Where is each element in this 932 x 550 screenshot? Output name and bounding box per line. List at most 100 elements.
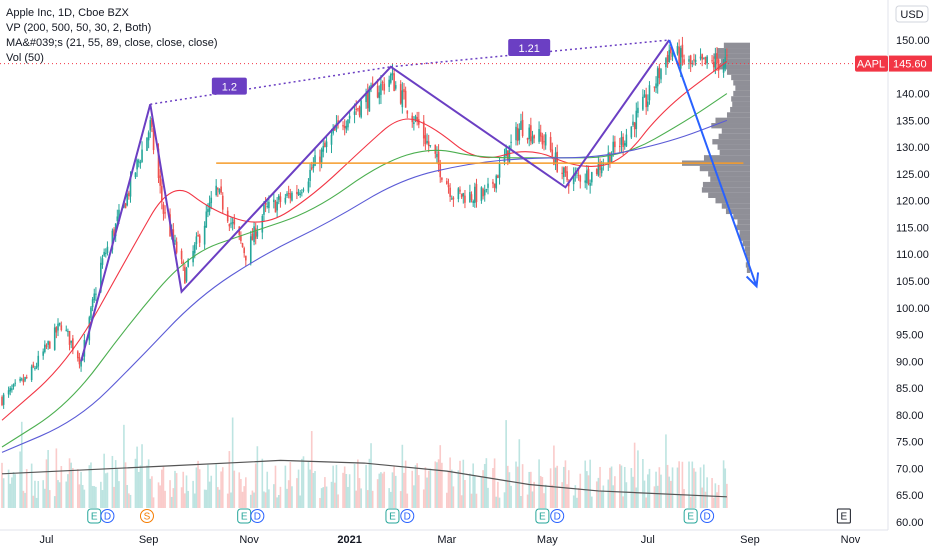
volume-bar <box>118 481 120 508</box>
candle-body <box>586 170 588 184</box>
candle-body <box>302 189 305 191</box>
earnings-marker-icon <box>683 508 698 524</box>
volume-bar <box>215 464 217 508</box>
volume-bar <box>353 463 356 508</box>
volume-profile-row <box>699 165 750 172</box>
candle-body <box>464 195 466 203</box>
candle-body <box>630 126 633 138</box>
candle-body <box>47 341 49 345</box>
candle-body <box>483 190 486 196</box>
volume-profile-row <box>739 230 750 236</box>
event-marker-letter: D <box>554 512 561 523</box>
volume-bar <box>584 460 587 508</box>
volume-bar <box>457 470 460 508</box>
volume-profile-row <box>725 208 750 215</box>
candle-body <box>666 54 669 63</box>
candle-body <box>655 83 657 89</box>
volume-bar <box>521 464 524 508</box>
volume-bar <box>602 485 605 508</box>
volume-bar <box>241 491 244 508</box>
currency-label[interactable]: USD <box>900 9 923 21</box>
candle-body <box>688 59 690 62</box>
candle-body <box>197 235 199 237</box>
ma-55-line <box>1 93 728 448</box>
volume-bar <box>218 489 221 508</box>
candle-body <box>230 222 232 225</box>
volume-bar <box>462 459 465 508</box>
volume-bar <box>699 467 702 508</box>
volume-profile-row <box>703 155 750 161</box>
candle-body <box>619 145 621 148</box>
volume-bar <box>268 489 270 508</box>
candle-body <box>76 351 79 359</box>
volume-bar <box>579 473 582 508</box>
volume-profile-row <box>744 246 750 252</box>
volume-profile-row <box>746 267 750 273</box>
volume-profile-row <box>708 171 750 177</box>
volume-bar <box>655 471 657 508</box>
candle-body <box>217 188 219 190</box>
volume-bar <box>711 478 713 508</box>
candle-body <box>365 94 367 103</box>
volume-bar <box>610 466 613 508</box>
volume-bar <box>88 465 91 508</box>
volume-bar <box>104 473 107 508</box>
candle-body <box>266 205 269 207</box>
volume-bar <box>330 481 333 508</box>
candle-body <box>301 192 303 194</box>
candle-body <box>2 394 5 405</box>
candle-body <box>70 340 73 343</box>
candle-body <box>416 117 418 122</box>
candle-body <box>551 149 554 157</box>
candle-body <box>457 188 460 199</box>
candle-body <box>333 128 336 131</box>
volume-bar <box>30 463 33 508</box>
candle-body <box>623 143 626 146</box>
volume-bar <box>343 466 346 508</box>
candle-body <box>380 83 382 95</box>
volume-bar <box>516 466 519 508</box>
volume-bar <box>642 459 644 508</box>
vp-indicator-label[interactable]: VP (200, 500, 50, 30, 2, Both) <box>6 22 152 34</box>
volume-bar <box>65 481 68 508</box>
candle-body <box>274 201 277 213</box>
candle-body <box>310 167 313 170</box>
candle-body <box>325 141 328 148</box>
price-tick-label: 100.00 <box>896 303 930 315</box>
candle-body <box>475 184 478 203</box>
volume-bar <box>2 478 5 508</box>
volume-bar <box>541 477 544 508</box>
candle-body <box>276 201 278 211</box>
candle-body <box>284 197 287 203</box>
candle-body <box>495 175 498 189</box>
candle-body <box>37 355 40 367</box>
candle-body <box>531 136 534 144</box>
volume-bar <box>333 482 336 508</box>
volume-bar <box>192 480 194 508</box>
volume-bar <box>128 493 130 508</box>
volume-bar <box>576 497 578 508</box>
symbol-tag-label: AAPL <box>857 59 885 71</box>
symbol-title[interactable]: Apple Inc, 1D, Cboe BZX <box>6 7 129 19</box>
candle-body <box>126 193 129 206</box>
volume-bar <box>360 488 362 508</box>
volume-bar <box>91 485 94 508</box>
volume-bar <box>390 491 392 508</box>
volume-profile-row <box>718 64 750 70</box>
vol-indicator-label[interactable]: Vol (50) <box>6 52 44 64</box>
candle-body <box>436 154 438 158</box>
candle-body <box>256 231 259 237</box>
volume-bar <box>724 468 727 508</box>
ma-indicator-label[interactable]: MA&#039;s (21, 55, 89, close, close, clo… <box>6 37 218 49</box>
volume-bar <box>403 472 405 508</box>
candle-body <box>68 330 71 345</box>
volume-profile-row <box>723 42 750 49</box>
candle-body <box>57 323 59 331</box>
candle-body <box>497 175 499 179</box>
candle-body <box>566 171 568 180</box>
candle-body <box>180 250 183 260</box>
volume-bar <box>256 446 259 508</box>
candle-body <box>218 188 221 193</box>
volume-profile-row <box>720 58 750 65</box>
candle-body <box>620 137 623 145</box>
